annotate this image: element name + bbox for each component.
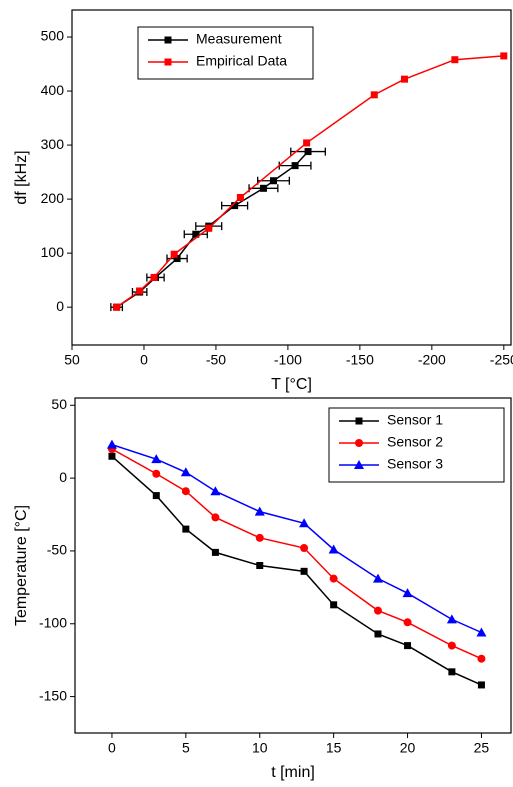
data-point — [446, 614, 457, 624]
legend-box — [137, 26, 314, 80]
plot-frame — [71, 9, 512, 346]
y-axis-label: Temperature [°C] — [13, 505, 30, 626]
plot-frame — [74, 397, 512, 734]
x-tick-label: 10 — [252, 740, 268, 756]
x-tick-label: 15 — [326, 740, 342, 756]
x-tick-label: -200 — [418, 352, 446, 368]
data-point — [291, 162, 299, 170]
data-point — [400, 75, 408, 83]
data-point — [106, 439, 117, 449]
data-point — [236, 193, 244, 201]
x-axis-label: T [°C] — [271, 376, 312, 393]
data-point — [256, 562, 264, 569]
data-point — [451, 56, 459, 64]
x-tick-label: 20 — [400, 740, 416, 756]
series-line — [111, 455, 482, 686]
data-point — [182, 525, 190, 533]
legend-marker — [355, 439, 363, 447]
legend-label: Sensor 2 — [387, 434, 443, 450]
data-point — [231, 202, 239, 210]
data-point — [477, 654, 486, 663]
legend-marker — [354, 460, 364, 469]
x-tick-label: -50 — [206, 352, 226, 368]
y-tick-label: -100 — [39, 614, 67, 630]
data-point — [108, 452, 116, 460]
data-point — [448, 668, 456, 676]
data-point — [254, 506, 265, 516]
series-line — [116, 55, 504, 308]
legend-label: Empirical Data — [196, 53, 287, 69]
data-point — [373, 606, 382, 615]
data-point — [300, 567, 308, 575]
x-tick-label: -100 — [274, 352, 302, 368]
data-point — [259, 184, 267, 192]
data-point — [500, 52, 508, 60]
data-point — [477, 681, 485, 689]
data-point — [151, 454, 162, 464]
data-point — [211, 513, 220, 522]
data-point — [402, 588, 413, 598]
data-point — [181, 487, 190, 496]
data-point — [303, 139, 311, 147]
data-point — [152, 492, 160, 500]
data-point — [205, 224, 213, 232]
y-tick-label: 0 — [56, 298, 64, 314]
legend-label: Sensor 3 — [387, 456, 443, 472]
x-tick-label: 50 — [64, 352, 80, 368]
data-point — [150, 273, 158, 281]
data-point — [211, 548, 219, 556]
data-point — [476, 627, 487, 637]
legend-marker — [355, 417, 363, 425]
data-point — [173, 255, 181, 263]
data-point — [180, 467, 191, 477]
legend-label: Measurement — [196, 31, 282, 47]
data-point — [113, 303, 121, 311]
data-point — [136, 287, 144, 295]
legend-marker — [164, 58, 172, 66]
data-point — [329, 574, 338, 583]
data-point — [170, 250, 178, 258]
data-point — [374, 630, 382, 638]
x-tick-label: 5 — [182, 740, 190, 756]
x-tick-label: -250 — [490, 352, 513, 368]
y-tick-label: 0 — [59, 469, 67, 485]
data-point — [447, 641, 456, 650]
y-tick-label: 500 — [41, 28, 65, 44]
y-tick-label: 50 — [51, 396, 67, 412]
y-tick-label: 300 — [41, 136, 65, 152]
x-axis-label: t [min] — [271, 764, 315, 781]
x-tick-label: -150 — [346, 352, 374, 368]
data-point — [372, 573, 383, 583]
data-point — [192, 230, 200, 238]
data-point — [270, 177, 278, 185]
x-tick-label: 25 — [474, 740, 490, 756]
y-tick-label: -150 — [39, 687, 67, 703]
legend-marker — [164, 36, 172, 44]
data-point — [300, 544, 309, 553]
y-axis-label: df [kHz] — [13, 150, 30, 204]
y-tick-label: 200 — [41, 190, 65, 206]
data-point — [370, 91, 378, 99]
data-point — [330, 601, 338, 609]
data-point — [403, 618, 412, 627]
data-point — [152, 469, 161, 478]
data-point — [210, 486, 221, 496]
x-tick-label: 0 — [140, 352, 148, 368]
y-tick-label: -50 — [47, 542, 67, 558]
series-line — [116, 151, 309, 308]
x-tick-label: 0 — [108, 740, 116, 756]
data-point — [404, 642, 412, 650]
data-point — [304, 148, 312, 156]
data-point — [328, 544, 339, 554]
data-point — [255, 533, 264, 542]
legend-label: Sensor 1 — [387, 412, 443, 428]
data-point — [299, 518, 310, 528]
y-tick-label: 100 — [41, 244, 65, 260]
y-tick-label: 400 — [41, 82, 65, 98]
